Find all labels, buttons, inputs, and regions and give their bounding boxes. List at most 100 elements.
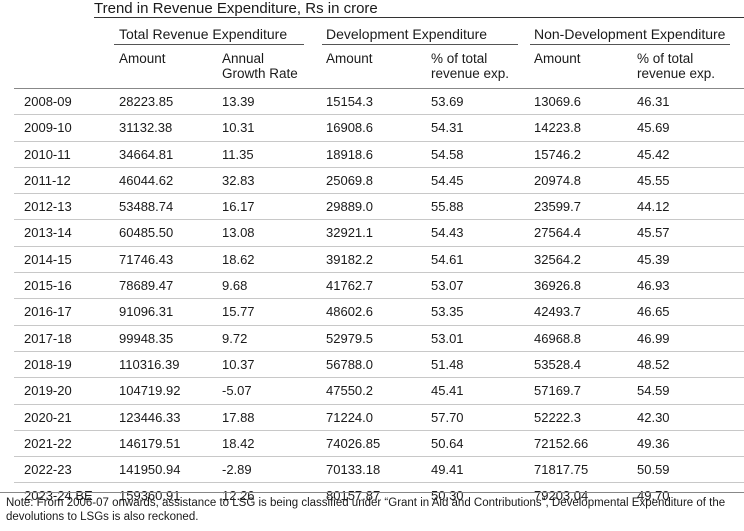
year-cell: 2014-15 (24, 251, 72, 267)
dev-share-cell: 54.31 (431, 120, 464, 136)
dev-share-cell: 54.45 (431, 172, 464, 188)
nondev-amount-cell: 32564.2 (534, 251, 581, 267)
table-row: 2009-10 31132.38 10.31 16908.6 54.31 14223.8 4… (14, 114, 744, 140)
nondev-share-cell: 48.52 (637, 356, 670, 372)
year-cell: 2010-11 (24, 146, 71, 162)
table-row: 2018-19 110316.39 10.37 56788.0 51.48 53528.4… (14, 350, 744, 377)
total-amount-cell: 104719.92 (119, 383, 181, 399)
dev-amount-cell: 39182.2 (326, 251, 373, 267)
growth-rate-cell: 9.68 (222, 278, 248, 294)
sub-header-row: Amount Annual Growth Rate Amount % of to… (14, 46, 744, 88)
table-row: 2020-21 123446.33 17.88 71224.0 57.70 52222.3… (14, 403, 744, 430)
subheader-amount: Amount (534, 51, 581, 66)
growth-rate-cell: 15.77 (222, 304, 255, 320)
growth-rate-cell: 32.83 (222, 172, 255, 188)
subheader-amount: Amount (326, 51, 373, 66)
nondev-share-cell: 45.39 (637, 251, 670, 267)
nondev-share-cell: 45.57 (637, 225, 670, 241)
table-row: 2014-15 71746.43 18.62 39182.2 54.61 32564.2 4… (14, 245, 744, 272)
dev-share-cell: 57.70 (431, 409, 464, 425)
subheader-share: % of total revenue exp. (637, 51, 716, 81)
dev-amount-cell: 48602.6 (326, 304, 373, 320)
dev-share-cell: 54.58 (431, 146, 464, 162)
nondev-share-cell: 50.59 (637, 462, 670, 478)
footnote: Note: From 2006-07 onwards, assistance t… (0, 492, 744, 524)
total-amount-cell: 123446.33 (119, 409, 181, 425)
table-row: 2012-13 53488.74 16.17 29889.0 55.88 23599.7 4… (14, 193, 744, 219)
growth-rate-cell: 18.42 (222, 435, 255, 451)
dev-amount-cell: 29889.0 (326, 199, 373, 215)
table-row: 2017-18 99948.35 9.72 52979.5 53.01 46968.8 46… (14, 324, 744, 351)
year-cell: 2018-19 (24, 356, 72, 372)
total-amount-cell: 34664.81 (119, 146, 174, 162)
dev-amount-cell: 25069.8 (326, 172, 373, 188)
total-amount-cell: 110316.39 (119, 356, 180, 372)
nondev-amount-cell: 42493.7 (534, 304, 581, 320)
group-header-row: Total Revenue Expenditure Development Ex… (14, 22, 744, 46)
nondev-amount-cell: 72152.66 (534, 435, 589, 451)
total-amount-cell: 46044.62 (119, 172, 174, 188)
dev-share-cell: 53.35 (431, 304, 464, 320)
growth-rate-cell: 10.37 (222, 356, 255, 372)
total-amount-cell: 31132.38 (119, 120, 173, 136)
total-amount-cell: 99948.35 (119, 330, 174, 346)
page-title: Trend in Revenue Expenditure, Rs in cror… (94, 0, 378, 17)
nondev-amount-cell: 52222.3 (534, 409, 581, 425)
nondev-share-cell: 46.99 (637, 330, 670, 346)
total-amount-cell: 28223.85 (119, 94, 174, 109)
nondev-share-cell: 46.31 (637, 94, 670, 109)
nondev-share-cell: 45.55 (637, 172, 670, 188)
year-cell: 2008-09 (24, 94, 72, 109)
nondev-share-cell: 46.93 (637, 278, 670, 294)
group-non-development: Non-Development Expenditure (534, 26, 726, 42)
table-row: 2010-11 34664.81 11.35 18918.6 54.58 15746.2 4… (14, 140, 744, 167)
total-amount-cell: 60485.50 (119, 225, 174, 241)
title-divider (94, 17, 744, 18)
dev-amount-cell: 70133.18 (326, 462, 381, 478)
growth-rate-cell: 11.35 (222, 146, 254, 162)
nondev-share-cell: 45.69 (637, 120, 670, 136)
group-development: Development Expenditure (326, 26, 488, 42)
total-amount-cell: 141950.94 (119, 462, 181, 478)
nondev-share-cell: 42.30 (637, 409, 670, 425)
dev-share-cell: 51.48 (431, 356, 464, 372)
growth-rate-cell: 10.31 (222, 120, 255, 136)
table-row: 2013-14 60485.50 13.08 32921.1 54.43 27564.4 4… (14, 219, 744, 245)
dev-amount-cell: 47550.2 (326, 383, 373, 399)
table-row: 2016-17 91096.31 15.77 48602.6 53.35 42493.7 4… (14, 298, 744, 324)
dev-share-cell: 53.07 (431, 278, 464, 294)
growth-rate-cell: 17.88 (222, 409, 255, 425)
growth-rate-cell: 9.72 (222, 330, 248, 346)
dev-amount-cell: 18918.6 (326, 146, 373, 162)
dev-share-cell: 50.64 (431, 435, 464, 451)
total-amount-cell: 53488.74 (119, 199, 174, 215)
table-row: 2021-22 146179.51 18.42 74026.85 50.64 72152.… (14, 429, 744, 456)
year-cell: 2015-16 (24, 278, 72, 294)
dev-amount-cell: 41762.7 (326, 278, 373, 294)
dev-amount-cell: 71224.0 (326, 409, 373, 425)
dev-share-cell: 53.01 (431, 330, 464, 346)
nondev-share-cell: 54.59 (637, 383, 670, 399)
nondev-amount-cell: 13069.6 (534, 94, 581, 109)
nondev-share-cell: 46.65 (637, 304, 670, 320)
nondev-amount-cell: 57169.7 (534, 383, 581, 399)
subheader-share: % of total revenue exp. (431, 51, 510, 81)
table-row: 2019-20 104719.92 -5.07 47550.2 45.41 57169.7… (14, 377, 744, 403)
year-cell: 2021-22 (24, 435, 72, 451)
nondev-amount-cell: 71817.75 (534, 462, 589, 478)
nondev-amount-cell: 15746.2 (534, 146, 581, 162)
nondev-amount-cell: 53528.4 (534, 356, 581, 372)
growth-rate-cell: 13.39 (222, 94, 255, 109)
subheader-amount: Amount (119, 51, 166, 66)
dev-share-cell: 54.43 (431, 225, 464, 241)
year-cell: 2013-14 (24, 225, 72, 241)
growth-rate-cell: 18.62 (222, 251, 255, 267)
dev-share-cell: 55.88 (431, 199, 464, 215)
year-cell: 2012-13 (24, 199, 72, 215)
growth-rate-cell: 16.17 (222, 199, 255, 215)
table-row: 2015-16 78689.47 9.68 41762.7 53.07 36926.8 46… (14, 272, 744, 298)
subheader-growth-rate: Annual Growth Rate (222, 51, 298, 81)
year-cell: 2019-20 (24, 383, 72, 399)
dev-amount-cell: 15154.3 (326, 94, 373, 109)
group-total-revenue: Total Revenue Expenditure (119, 26, 288, 42)
